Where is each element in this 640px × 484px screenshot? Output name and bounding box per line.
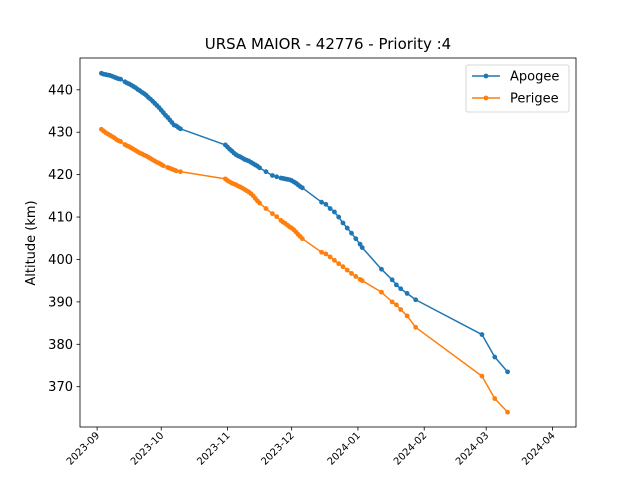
y-tick-label: 390	[48, 295, 73, 310]
y-tick-label: 430	[48, 126, 73, 141]
data-point-apogee	[379, 266, 384, 272]
legend: Apogee Perigee	[465, 64, 570, 113]
data-point-perigee	[319, 249, 324, 255]
data-point-perigee	[299, 236, 305, 242]
data-point-perigee	[270, 211, 275, 217]
data-point-perigee	[394, 302, 399, 308]
data-point-perigee	[344, 267, 350, 273]
data-point-perigee	[327, 254, 333, 260]
y-tick-label: 370	[48, 380, 73, 395]
data-point-perigee	[118, 139, 124, 144]
plot-frame	[79, 57, 577, 428]
data-point-apogee	[505, 369, 510, 375]
y-axis-label: Altitude (km)	[24, 200, 39, 285]
data-point-perigee	[359, 278, 365, 284]
data-point-apogee	[394, 282, 399, 288]
data-point-apogee	[257, 165, 262, 171]
legend-marker	[483, 95, 489, 101]
y-tick-label: 420	[48, 168, 73, 183]
data-point-perigee	[257, 200, 262, 206]
data-point-perigee	[413, 324, 419, 330]
data-point-apogee	[327, 206, 333, 211]
data-point-apogee	[299, 185, 305, 191]
data-point-perigee	[379, 289, 384, 295]
legend-item-apogee: Apogee	[472, 70, 559, 85]
data-point-perigee	[274, 214, 280, 220]
legend-label: Perigee	[510, 92, 559, 107]
data-point-perigee	[479, 373, 485, 379]
data-point-apogee	[178, 126, 183, 132]
y-tick-label: 440	[48, 83, 73, 98]
data-point-apogee	[263, 169, 269, 175]
y-tick-label: 400	[48, 253, 73, 268]
data-point-apogee	[359, 245, 365, 250]
data-point-apogee	[492, 354, 498, 360]
series-apogee	[98, 70, 510, 375]
data-point-apogee	[270, 173, 275, 178]
data-point-apogee	[398, 286, 404, 292]
data-point-apogee	[274, 174, 280, 180]
data-point-perigee	[404, 313, 410, 319]
data-point-perigee	[173, 168, 179, 174]
data-point-apogee	[353, 236, 359, 242]
data-point-apogee	[389, 277, 395, 283]
data-point-apogee	[479, 332, 485, 337]
data-point-perigee	[398, 307, 404, 312]
data-point-perigee	[332, 257, 337, 263]
data-point-perigee	[160, 163, 166, 169]
data-point-apogee	[332, 209, 337, 215]
data-point-apogee	[336, 214, 342, 220]
data-point-apogee	[118, 76, 124, 82]
data-point-perigee	[389, 299, 395, 305]
data-point-apogee	[349, 230, 354, 236]
data-point-apogee	[344, 225, 350, 231]
y-tick-label: 410	[48, 211, 73, 226]
legend-item-perigee: Perigee	[472, 92, 559, 107]
series-layer	[98, 70, 510, 415]
legend-marker	[483, 73, 489, 79]
data-point-perigee	[349, 271, 354, 276]
data-point-perigee	[323, 251, 329, 257]
chart-title: URSA MAIOR - 42776 - Priority :4	[205, 35, 451, 53]
data-point-perigee	[353, 274, 359, 279]
data-point-apogee	[340, 220, 346, 226]
data-point-apogee	[413, 297, 419, 303]
data-point-perigee	[492, 396, 498, 401]
data-point-apogee	[404, 291, 410, 296]
data-point-perigee	[336, 261, 342, 267]
data-point-apogee	[319, 199, 324, 205]
data-point-perigee	[505, 409, 510, 415]
legend-label: Apogee	[510, 70, 559, 85]
data-point-perigee	[263, 206, 269, 211]
data-point-apogee	[323, 201, 329, 207]
data-point-perigee	[340, 264, 346, 270]
series-perigee	[98, 126, 510, 415]
y-tick-label: 380	[48, 338, 73, 353]
data-point-perigee	[178, 169, 183, 175]
